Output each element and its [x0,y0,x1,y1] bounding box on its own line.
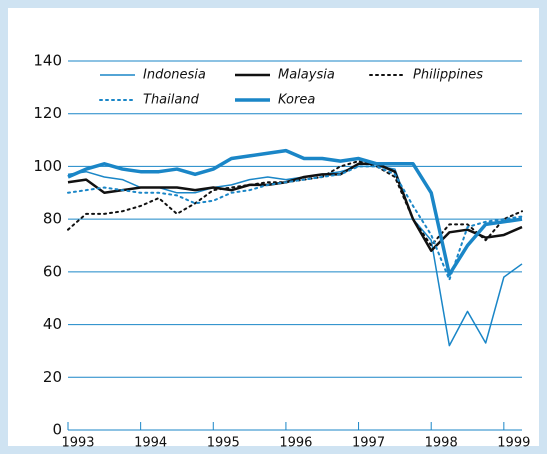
x-tick-label: 1998 [425,436,458,451]
x-tick-label: 1997 [352,436,385,451]
legend-label: Malaysia [278,68,335,83]
x-tick-label: 1993 [61,436,94,451]
legend-label: Indonesia [143,68,206,83]
legend-label: Korea [278,93,315,108]
x-tick-label: 1995 [207,436,240,451]
y-tick-label: 120 [33,104,62,122]
y-tick-label: 80 [43,210,62,228]
series-line [67,160,523,247]
x-tick-label: 1994 [134,436,167,451]
x-tick-label: 1996 [279,436,312,451]
legend-background [366,65,482,85]
legend-label: Thailand [143,93,200,108]
legend-label: Philippines [413,68,483,83]
legend-background [231,90,351,110]
series-line [67,162,523,253]
legend-background [231,65,351,85]
y-tick-label: 100 [33,157,62,175]
legend-background [96,90,216,110]
y-tick-label: 40 [43,315,62,333]
y-tick-label: 20 [43,368,62,386]
y-tick-label: 140 [33,52,62,70]
y-tick-label: 0 [52,421,62,439]
x-tick-label: 1999 [497,436,530,451]
y-tick-label: 60 [43,262,62,280]
series-line [67,148,523,277]
legend-background [96,65,216,85]
